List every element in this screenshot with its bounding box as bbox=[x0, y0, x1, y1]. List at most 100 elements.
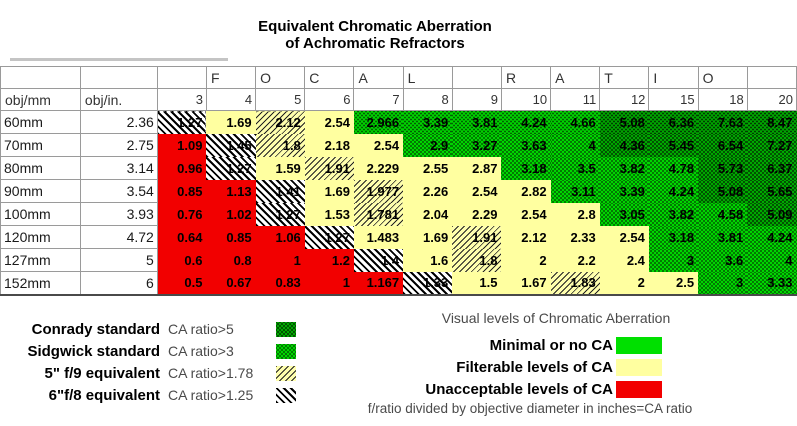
visual-levels-rows: Minimal or no CA Filterable levels of CA U… bbox=[400, 334, 712, 400]
ca-cell: 2.5 bbox=[648, 271, 699, 295]
visual-level-row: Unacceptable levels of CA bbox=[400, 378, 662, 400]
standards-legend-row: Conrady standard CA ratio>5 bbox=[0, 318, 296, 340]
ca-cell: 3.18 bbox=[501, 156, 550, 180]
ca-cell: 0.76 bbox=[157, 202, 207, 226]
ca-cell: 6.36 bbox=[648, 110, 698, 134]
ca-cell: 0.67 bbox=[206, 271, 256, 295]
focal-ratio-letter bbox=[451, 66, 502, 89]
aperture-mm-label: 100mm bbox=[0, 202, 81, 226]
spacer-cell bbox=[0, 66, 81, 89]
ca-cell: 1.167 bbox=[353, 271, 404, 295]
aperture-in-label: 2.75 bbox=[79, 133, 158, 157]
ca-cell: 2.12 bbox=[501, 225, 551, 249]
ca-cell: 1.69 bbox=[403, 225, 453, 249]
ca-cell: 2.54 bbox=[452, 179, 502, 203]
ca-cell: 1.781 bbox=[353, 202, 404, 226]
ca-cell: 1.69 bbox=[304, 179, 354, 203]
visual-level-row: Minimal or no CA bbox=[400, 334, 662, 356]
focal-ratio-letter: R bbox=[500, 66, 552, 89]
ca-cell: 2.9 bbox=[403, 133, 452, 157]
ca-cell: 0.83 bbox=[255, 271, 305, 295]
ca-cell: 7.63 bbox=[698, 110, 747, 134]
aperture-in-label: 4.72 bbox=[79, 225, 158, 249]
ca-cell: 2.229 bbox=[353, 156, 404, 180]
ca-cell: 2.18 bbox=[304, 133, 354, 157]
ca-cell: 3 bbox=[698, 271, 747, 295]
ca-cell: 1.27 bbox=[157, 110, 207, 134]
aperture-in-label: 2.36 bbox=[79, 110, 158, 134]
ca-cell: 2.54 bbox=[501, 202, 551, 226]
focal-ratio-header: 15 bbox=[648, 88, 699, 111]
ca-cell: 2.2 bbox=[550, 248, 600, 272]
ca-cell: 1.09 bbox=[157, 133, 207, 157]
aperture-mm-label: 152mm bbox=[0, 271, 81, 295]
ca-cell: 1.53 bbox=[304, 202, 354, 226]
standards-legend-row: 6"f/8 equivalent CA ratio>1.25 bbox=[0, 384, 296, 406]
ca-cell: 0.8 bbox=[206, 248, 256, 272]
ca-cell: 2.4 bbox=[599, 248, 649, 272]
ca-cell: 3.5 bbox=[550, 156, 600, 180]
aperture-in-label: 3.54 bbox=[79, 179, 158, 203]
ca-cell: 1.91 bbox=[304, 156, 354, 180]
ca-cell: 1.6 bbox=[403, 248, 453, 272]
ca-cell: 3.6 bbox=[698, 248, 747, 272]
visual-levels-heading: Visual levels of Chromatic Aberration bbox=[441, 310, 671, 326]
focal-ratio-letter: O bbox=[697, 66, 748, 89]
ca-cell: 0.64 bbox=[157, 225, 207, 249]
focal-ratio-header: 5 bbox=[255, 88, 306, 111]
visual-levels-legend: Visual levels of Chromatic Aberration Mi… bbox=[400, 310, 712, 400]
ca-cell: 2.04 bbox=[403, 202, 453, 226]
ca-cell: 4 bbox=[550, 133, 600, 157]
focal-ratio-header: 10 bbox=[500, 88, 552, 111]
table-row: 70mm 2.75 1.09 1.45 1.8 2.18 2.54 2.9 3.27 3.63 4 4… bbox=[0, 133, 797, 157]
ca-cell: 3.33 bbox=[747, 271, 796, 295]
ca-ratio-threshold: CA ratio>3 bbox=[168, 343, 234, 359]
ca-ratio-threshold: CA ratio>1.78 bbox=[168, 365, 254, 381]
focal-ratio-header: 3 bbox=[156, 88, 207, 111]
column-header-row: obj/mm obj/in. 3 4 5 6 7 8 9 10 11 12 15 18 20 bbox=[0, 88, 797, 111]
page-title: Equivalent Chromatic Aberration of Achro… bbox=[0, 18, 750, 52]
visual-level-label: Minimal or no CA bbox=[489, 336, 613, 354]
ca-cell: 3.05 bbox=[599, 202, 649, 226]
ca-cell: 4.24 bbox=[747, 225, 796, 249]
ca-cell: 1.59 bbox=[255, 156, 305, 180]
ca-cell: 2.54 bbox=[599, 225, 649, 249]
focal-ratio-letter: A bbox=[353, 66, 404, 89]
obj-in-header: obj/in. bbox=[79, 88, 158, 111]
visual-level-label: Unacceptable levels of CA bbox=[425, 380, 613, 398]
aperture-mm-label: 60mm bbox=[0, 110, 81, 134]
ca-cell: 2.12 bbox=[255, 110, 305, 134]
ca-cell: 3.11 bbox=[550, 179, 600, 203]
ca-cell: 0.85 bbox=[206, 225, 256, 249]
ca-cell: 1.27 bbox=[206, 156, 256, 180]
standards-legend: Conrady standard CA ratio>5 Sidgwick stand… bbox=[0, 318, 296, 406]
aperture-in-label: 3.93 bbox=[79, 202, 158, 226]
h59-swatch bbox=[276, 365, 296, 381]
spacer-cell bbox=[79, 66, 158, 89]
ca-cell: 4.24 bbox=[648, 179, 698, 203]
focal-ratio-header: 4 bbox=[205, 88, 257, 111]
ca-cell: 8.47 bbox=[747, 110, 796, 134]
standards-legend-row: 5" f/9 equivalent CA ratio>1.78 bbox=[0, 362, 296, 384]
aperture-mm-label: 127mm bbox=[0, 248, 81, 272]
ca-cell: 2.82 bbox=[501, 179, 551, 203]
ca-cell: 3.18 bbox=[648, 225, 698, 249]
focal-ratio-letter: L bbox=[402, 66, 453, 89]
ca-cell: 1.2 bbox=[304, 248, 354, 272]
focal-ratio-header: 9 bbox=[451, 88, 502, 111]
aperture-mm-label: 90mm bbox=[0, 179, 81, 203]
ca-cell: 4 bbox=[747, 248, 796, 272]
standard-label: Sidgwick standard bbox=[27, 342, 160, 360]
focal-ratio-header: 6 bbox=[304, 88, 355, 111]
ca-cell: 1.8 bbox=[255, 133, 305, 157]
ca-cell: 5.65 bbox=[747, 179, 796, 203]
aperture-in-label: 6 bbox=[79, 271, 158, 295]
ca-cell: 1.33 bbox=[403, 271, 453, 295]
ca-cell: 2.26 bbox=[403, 179, 453, 203]
ca-cell: 1.13 bbox=[206, 179, 256, 203]
ca-cell: 3.39 bbox=[599, 179, 649, 203]
aperture-mm-label: 80mm bbox=[0, 156, 81, 180]
ca-ratio-threshold: CA ratio>1.25 bbox=[168, 387, 254, 403]
